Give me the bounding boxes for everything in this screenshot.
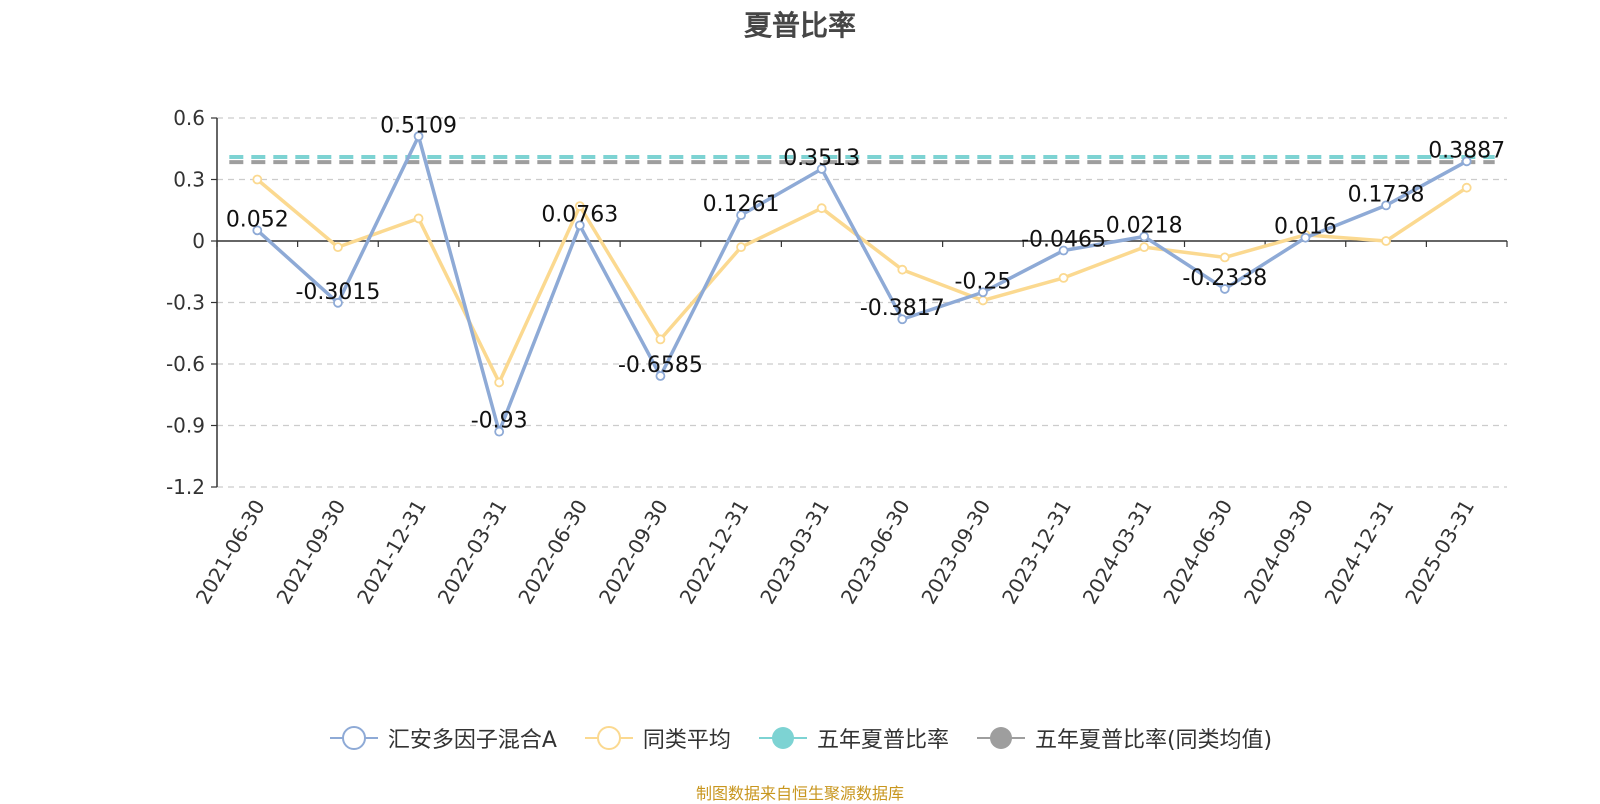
chart-title: 夏普比率 — [743, 9, 856, 42]
data-label: -0.25 — [954, 269, 1011, 294]
x-tick-label: 2024-12-31 — [1319, 496, 1398, 609]
data-label: -0.3015 — [295, 280, 380, 305]
data-point — [816, 203, 827, 214]
legend-marker-icon — [329, 726, 378, 750]
data-point — [897, 264, 908, 275]
series-line — [256, 178, 1468, 385]
data-point — [1219, 284, 1230, 294]
x-tick-label: 2023-09-30 — [916, 496, 995, 609]
data-label: 0.3887 — [1428, 138, 1505, 163]
data-point — [897, 314, 908, 325]
data-point — [1139, 231, 1150, 242]
data-point — [1381, 200, 1391, 211]
data-point — [574, 201, 585, 212]
legend: 汇安多因子混合A 同类平均 五年夏普比率 五年夏普比率(同类均值) — [0, 722, 1600, 754]
data-label: -0.0465 — [1021, 228, 1106, 253]
y-tick-label: 0 — [192, 229, 205, 253]
y-tick-label: -1.2 — [166, 475, 205, 499]
data-point — [1058, 245, 1069, 256]
legend-marker-icon — [758, 727, 807, 749]
data-label: -0.6585 — [618, 353, 703, 378]
reference-lines — [229, 154, 1495, 165]
legend-item[interactable]: 五年夏普比率 — [757, 722, 949, 754]
source-note: 制图数据来自恒生聚源数据库 — [695, 784, 904, 803]
x-tick-label: 2022-09-30 — [594, 496, 673, 609]
data-label: 0.0763 — [541, 202, 618, 227]
legend-item[interactable]: 五年夏普比率(同类均值) — [975, 722, 1272, 754]
data-label: 0.052 — [226, 207, 289, 232]
data-point — [736, 242, 746, 253]
x-tick-label: 2023-12-31 — [997, 496, 1076, 609]
data-point — [1461, 156, 1472, 167]
legend-label: 五年夏普比率(同类均值) — [1034, 728, 1273, 753]
data-label: 0.016 — [1274, 215, 1337, 240]
data-point — [494, 426, 505, 437]
x-tick-label: 2022-03-31 — [433, 496, 512, 609]
legend-label: 同类平均 — [642, 728, 731, 753]
data-point — [736, 210, 746, 221]
data-point — [252, 225, 263, 236]
x-tick-label: 2024-09-30 — [1239, 496, 1318, 609]
x-tick-label: 2024-03-31 — [1078, 496, 1157, 609]
legend-label: 五年夏普比率 — [816, 728, 949, 753]
data-point — [1139, 242, 1150, 253]
y-tick-label: 0.6 — [173, 106, 205, 130]
data-point — [252, 174, 263, 185]
legend-label: 汇安多因子混合A — [387, 728, 557, 753]
x-tick-label: 2024-06-30 — [1158, 496, 1237, 609]
legend-marker-icon — [584, 726, 633, 750]
x-tick-label: 2021-12-31 — [352, 496, 431, 609]
data-label: 0.1738 — [1348, 182, 1425, 207]
y-tick-label: -0.3 — [166, 291, 205, 315]
data-label: 0.5109 — [380, 113, 457, 138]
legend-item[interactable]: 同类平均 — [583, 722, 731, 754]
data-point — [1058, 272, 1069, 283]
series-lines — [252, 131, 1472, 437]
data-point — [1461, 182, 1472, 193]
x-tick-label: 2022-12-31 — [674, 496, 753, 609]
data-label: -0.93 — [471, 409, 528, 434]
data-point — [574, 220, 585, 231]
data-point — [413, 213, 424, 224]
y-tick-label: 0.3 — [173, 168, 205, 192]
data-point — [1219, 252, 1230, 263]
legend-item[interactable]: 汇安多因子混合A — [328, 722, 557, 754]
x-tick-label: 2023-03-31 — [755, 496, 834, 609]
data-point — [978, 287, 988, 298]
data-point — [1381, 236, 1391, 246]
data-labels: 0.052 -0.3015 0.5109 -0.93 0.0763 -0.6585 0.12… — [226, 113, 1505, 433]
data-point — [978, 295, 988, 306]
data-label: -0.2338 — [1182, 266, 1267, 291]
x-tick-label: 2021-06-30 — [191, 496, 270, 609]
series-line — [256, 134, 1468, 434]
data-point — [413, 131, 424, 142]
data-point — [655, 371, 666, 381]
data-point — [333, 242, 343, 253]
x-tick-label: 2023-06-30 — [836, 496, 915, 609]
y-tick-label: -0.6 — [166, 352, 205, 376]
data-point — [333, 297, 343, 308]
data-label: 0.0218 — [1106, 214, 1183, 239]
data-point — [816, 164, 827, 174]
data-point — [494, 377, 505, 388]
data-point — [655, 334, 666, 345]
x-tick-label: 2021-09-30 — [271, 496, 350, 609]
y-tick-label: -0.9 — [166, 414, 205, 438]
data-label: 0.3513 — [783, 146, 860, 171]
data-label: -0.3817 — [860, 296, 945, 321]
data-point — [1300, 232, 1311, 243]
legend-marker-icon — [976, 727, 1025, 749]
x-tick-label: 2022-06-30 — [513, 496, 592, 609]
x-tick-label: 2025-03-31 — [1400, 496, 1479, 609]
data-label: 0.1261 — [703, 192, 780, 217]
